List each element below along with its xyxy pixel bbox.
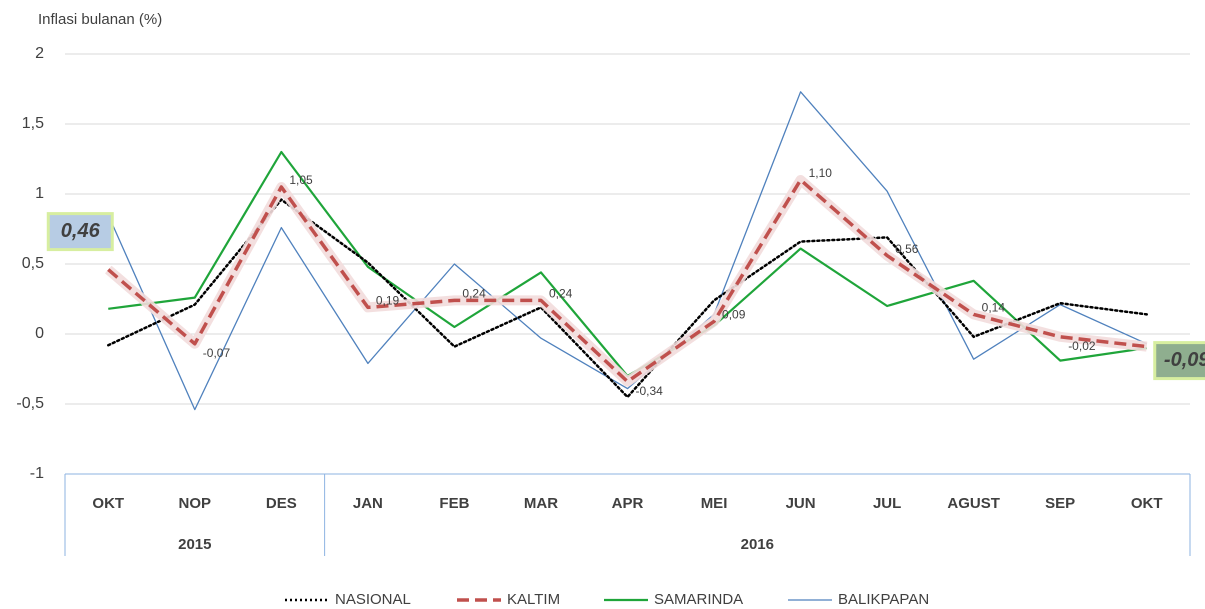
x-tick-label: JUN — [786, 495, 816, 512]
data-label: 0,24 — [462, 287, 486, 301]
y-tick-label: 1,5 — [22, 115, 44, 132]
x-tick-label: APR — [612, 495, 644, 512]
data-label: 1,10 — [809, 166, 833, 180]
x-tick-label: JUL — [873, 495, 901, 512]
x-tick-label: SEP — [1045, 495, 1075, 512]
data-label: 0,46 — [61, 220, 101, 242]
x-tick-label: FEB — [439, 495, 469, 512]
x-tick-label: OKT — [92, 495, 124, 512]
data-label: -0,07 — [203, 346, 231, 360]
y-tick-label: 0 — [35, 325, 44, 342]
series-line — [107, 198, 1148, 399]
data-label: 0,56 — [895, 242, 919, 256]
x-tick-label: NOP — [179, 495, 212, 512]
y-tick-label: 2 — [35, 45, 44, 62]
data-label: 0,24 — [549, 287, 573, 301]
legend-label: BALIKPAPAN — [838, 591, 929, 608]
data-label: 1,05 — [289, 173, 313, 187]
x-tick-label: MAR — [524, 495, 558, 512]
y-tick-label: -0,5 — [16, 395, 44, 412]
x-tick-label: MEI — [701, 495, 728, 512]
y-tick-label: -1 — [30, 465, 44, 482]
data-label: -0,34 — [636, 384, 664, 398]
x-group-label: 2016 — [741, 536, 774, 553]
y-axis-label: Inflasi bulanan (%) — [38, 11, 162, 28]
legend-label: KALTIM — [507, 591, 560, 608]
x-tick-label: DES — [266, 495, 297, 512]
x-tick-label: JAN — [353, 495, 383, 512]
legend-label: NASIONAL — [335, 591, 411, 608]
y-tick-label: 0,5 — [22, 255, 44, 272]
data-label: -0,09 — [1164, 349, 1205, 371]
data-label: 0,14 — [982, 301, 1006, 315]
y-tick-label: 1 — [35, 185, 44, 202]
line-glow — [105, 175, 1148, 387]
series-line — [107, 178, 1147, 384]
x-group-label: 2015 — [178, 536, 211, 553]
data-label: -0,02 — [1068, 339, 1096, 353]
x-tick-label: AGUST — [947, 495, 1000, 512]
label-box — [46, 212, 114, 252]
x-tick-label: OKT — [1131, 495, 1163, 512]
data-label: 0,19 — [376, 294, 400, 308]
legend-label: SAMARINDA — [654, 591, 743, 608]
data-label: 0,09 — [722, 308, 746, 322]
label-box — [1153, 341, 1205, 381]
series-line — [107, 91, 1147, 411]
